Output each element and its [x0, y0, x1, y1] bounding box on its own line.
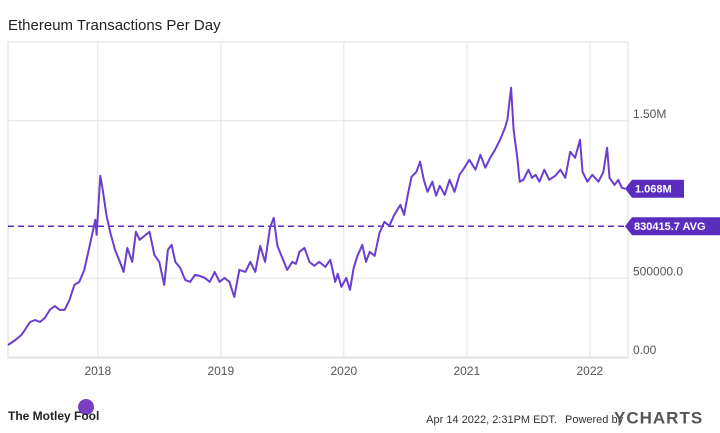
- data-line: [7, 86, 626, 346]
- provider: YCHARTS: [614, 408, 703, 427]
- x-tick-label: 2022: [577, 364, 604, 378]
- average-tag-box: [625, 217, 720, 236]
- x-tick-label: 2020: [330, 364, 357, 378]
- average-tag: 830415.7 AVG: [625, 217, 720, 236]
- timestamp: Apr 14 2022, 2:31PM EDT.: [426, 414, 557, 426]
- x-tick-label: 2021: [453, 364, 480, 378]
- y-tick-label: 1.50M: [633, 107, 666, 121]
- y-tick-label: 0.00: [633, 343, 657, 357]
- end-tag-box: [625, 179, 684, 198]
- average-label: 830415.7 AVG: [634, 221, 706, 233]
- end-tag: 1.068M: [625, 179, 684, 198]
- brand: The Motley Fool: [8, 409, 99, 423]
- chart-title: Ethereum Transactions Per Day: [8, 17, 221, 34]
- logo-icon: [78, 399, 94, 415]
- plot-frame: [7, 41, 629, 359]
- y-tick-label: 500000.0: [633, 264, 683, 278]
- x-tick-label: 2018: [84, 364, 111, 378]
- powered-by: Powered by: [565, 414, 624, 426]
- x-tick-label: 2019: [207, 364, 234, 378]
- end-label: 1.068M: [635, 184, 672, 196]
